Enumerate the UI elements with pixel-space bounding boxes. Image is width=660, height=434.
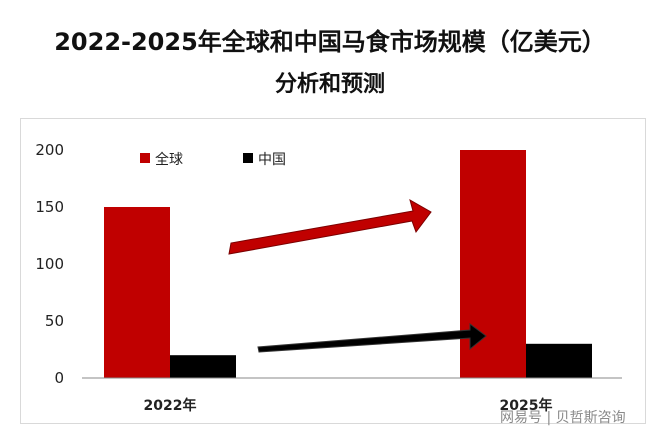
- legend-swatch-global: [140, 153, 150, 163]
- black-trend-arrow: [257, 323, 487, 353]
- legend-swatch-china: [243, 153, 253, 163]
- legend-label-china: 中国: [258, 152, 286, 168]
- y-tick-label: 0: [54, 369, 64, 387]
- x-tick-label: 2025年: [500, 397, 553, 414]
- red-trend-arrow: [228, 198, 432, 255]
- chart-title-line1: 2022-2025年全球和中国马食市场规模（亿美元）: [54, 28, 606, 56]
- x-tick-label: 2022年: [144, 397, 197, 414]
- y-tick-label: 150: [35, 198, 64, 216]
- x-tick-labels: 2022年 2025年: [144, 397, 553, 414]
- y-tick-label: 200: [35, 141, 64, 159]
- legend-label-global: 全球: [155, 151, 183, 168]
- y-tick-labels: 0 50 100 150 200: [35, 141, 64, 387]
- bar-china-0: [170, 355, 236, 378]
- watermark-text: 网易号 | 贝哲斯咨询: [500, 410, 626, 426]
- y-tick-label: 50: [45, 312, 64, 330]
- plot-area-frame: [20, 118, 646, 424]
- chart-title-line2: 分析和预测: [274, 72, 385, 97]
- bar-global-0: [104, 207, 170, 378]
- y-tick-label: 100: [35, 255, 64, 273]
- bar-china-1: [526, 343, 592, 378]
